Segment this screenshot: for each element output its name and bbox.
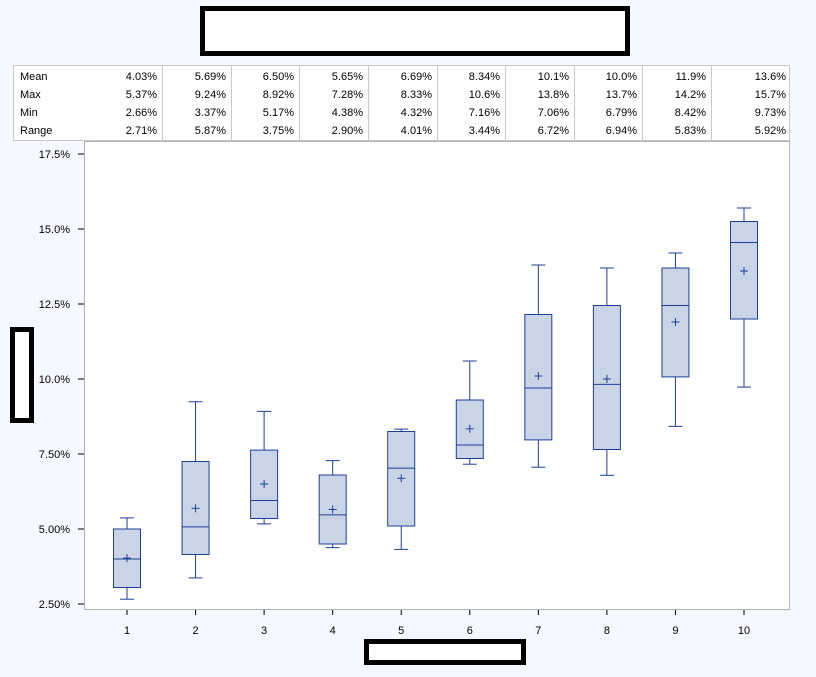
stats-cell: 6.50%: [262, 71, 294, 83]
stats-row-label: Mean: [20, 71, 48, 83]
stats-column-divider: [162, 66, 163, 141]
x-tick-label: 7: [535, 625, 541, 637]
stats-cell: 6.69%: [400, 71, 432, 83]
stats-column-divider: [299, 66, 300, 141]
stats-cell: 10.0%: [605, 71, 637, 83]
stats-column-divider: [505, 66, 506, 141]
stats-cell: 14.2%: [674, 89, 706, 101]
x-tick-label: 5: [398, 625, 404, 637]
stats-cell: 8.33%: [400, 89, 432, 101]
stats-cell: 8.42%: [674, 107, 706, 119]
y-tick-label: 17.5%: [39, 149, 70, 161]
stats-table: Mean 4.03% 5.69% 6.50% 5.65% 6.69% 8.34% 10.1% 1…: [13, 65, 790, 141]
stats-cell: 13.8%: [537, 89, 569, 101]
stats-cell: 7.16%: [468, 107, 500, 119]
stats-column-divider: [642, 66, 643, 141]
x-tick-label: 2: [192, 625, 198, 637]
stats-cell: 11.9%: [675, 71, 706, 83]
stats-cell: 3.75%: [262, 125, 294, 137]
stats-cell: 4.32%: [400, 107, 432, 119]
stats-cell: 5.87%: [194, 125, 226, 137]
stats-cell: 9.73%: [754, 107, 786, 119]
stats-cell: 2.90%: [331, 125, 363, 137]
x-tick-label: 8: [604, 625, 610, 637]
stats-cell: 7.06%: [537, 107, 569, 119]
stats-column-divider: [368, 66, 369, 141]
stats-cell: 10.1%: [537, 71, 569, 83]
stats-cell: 13.6%: [754, 71, 786, 83]
stats-cell: 5.83%: [674, 125, 706, 137]
stats-column-divider: [437, 66, 438, 141]
x-tick-label: 9: [672, 625, 678, 637]
stats-cell: 8.92%: [262, 89, 294, 101]
stats-column-divider: [711, 66, 712, 141]
x-tick-label: 10: [738, 625, 750, 637]
stats-cell: 13.7%: [605, 89, 637, 101]
x-tick-label: 1: [124, 625, 130, 637]
y-tick-label: 5.00%: [39, 524, 70, 536]
stats-cell: 2.71%: [125, 125, 157, 137]
y-tick-label: 7.50%: [39, 449, 70, 461]
stats-cell: 5.37%: [125, 89, 157, 101]
stats-cell: 15.7%: [754, 89, 786, 101]
stats-cell: 5.92%: [754, 125, 786, 137]
stats-column-divider: [574, 66, 575, 141]
stats-row-label: Min: [20, 107, 38, 119]
y-tick-label: 2.50%: [39, 599, 70, 611]
stats-cell: 6.79%: [605, 107, 637, 119]
stats-cell: 5.17%: [262, 107, 294, 119]
stats-cell: 9.24%: [194, 89, 226, 101]
stats-row-label: Max: [20, 89, 41, 101]
stats-cell: 10.6%: [468, 89, 500, 101]
stats-cell: 3.37%: [194, 107, 226, 119]
stats-cell: 3.44%: [468, 125, 500, 137]
redacted-x-axis-label-box: [364, 639, 526, 665]
redacted-title-box: [200, 6, 630, 56]
stats-cell: 6.94%: [605, 125, 637, 137]
stats-column-divider: [231, 66, 232, 141]
y-tick-label: 10.0%: [39, 374, 70, 386]
stats-cell: 5.65%: [331, 71, 363, 83]
stats-cell: 5.69%: [194, 71, 226, 83]
iqr-box: [318, 474, 347, 545]
x-tick-label: 6: [467, 625, 473, 637]
redacted-y-axis-label-box: [10, 327, 34, 423]
iqr-box: [250, 449, 279, 520]
stats-row-label: Range: [20, 125, 53, 137]
stats-cell: 2.66%: [125, 107, 157, 119]
stats-cell: 7.28%: [331, 89, 363, 101]
stats-cell: 4.03%: [125, 71, 157, 83]
x-tick-label: 3: [261, 625, 267, 637]
stats-cell: 4.38%: [331, 107, 363, 119]
y-tick-label: 12.5%: [39, 299, 70, 311]
stats-cell: 8.34%: [468, 71, 500, 83]
stats-cell: 4.01%: [400, 125, 432, 137]
stats-cell: 6.72%: [537, 125, 569, 137]
x-tick-label: 4: [330, 625, 336, 637]
y-tick-label: 15.0%: [39, 224, 70, 236]
